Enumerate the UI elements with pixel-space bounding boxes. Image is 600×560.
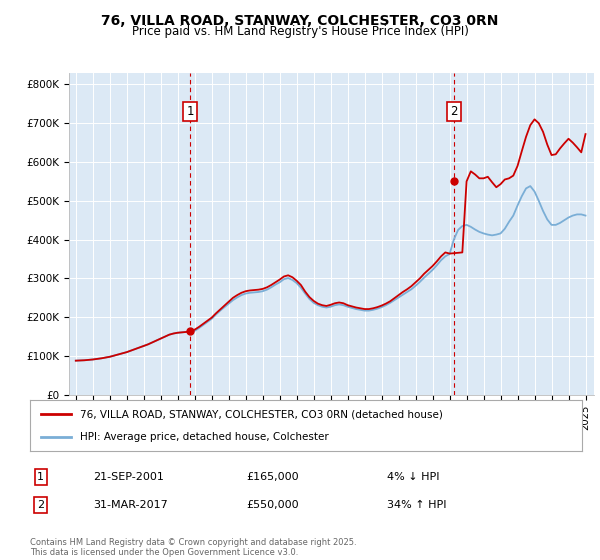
Text: £165,000: £165,000 bbox=[246, 472, 299, 482]
Text: 2: 2 bbox=[37, 500, 44, 510]
Text: 4% ↓ HPI: 4% ↓ HPI bbox=[387, 472, 439, 482]
Text: 31-MAR-2017: 31-MAR-2017 bbox=[93, 500, 168, 510]
Text: Price paid vs. HM Land Registry's House Price Index (HPI): Price paid vs. HM Land Registry's House … bbox=[131, 25, 469, 38]
Text: £550,000: £550,000 bbox=[246, 500, 299, 510]
Text: 21-SEP-2001: 21-SEP-2001 bbox=[93, 472, 164, 482]
Text: 34% ↑ HPI: 34% ↑ HPI bbox=[387, 500, 446, 510]
Text: 1: 1 bbox=[37, 472, 44, 482]
Text: 1: 1 bbox=[186, 105, 194, 118]
Text: 76, VILLA ROAD, STANWAY, COLCHESTER, CO3 0RN: 76, VILLA ROAD, STANWAY, COLCHESTER, CO3… bbox=[101, 14, 499, 28]
Text: HPI: Average price, detached house, Colchester: HPI: Average price, detached house, Colc… bbox=[80, 432, 328, 442]
Text: 76, VILLA ROAD, STANWAY, COLCHESTER, CO3 0RN (detached house): 76, VILLA ROAD, STANWAY, COLCHESTER, CO3… bbox=[80, 409, 443, 419]
Text: Contains HM Land Registry data © Crown copyright and database right 2025.
This d: Contains HM Land Registry data © Crown c… bbox=[30, 538, 356, 557]
Text: 2: 2 bbox=[450, 105, 458, 118]
